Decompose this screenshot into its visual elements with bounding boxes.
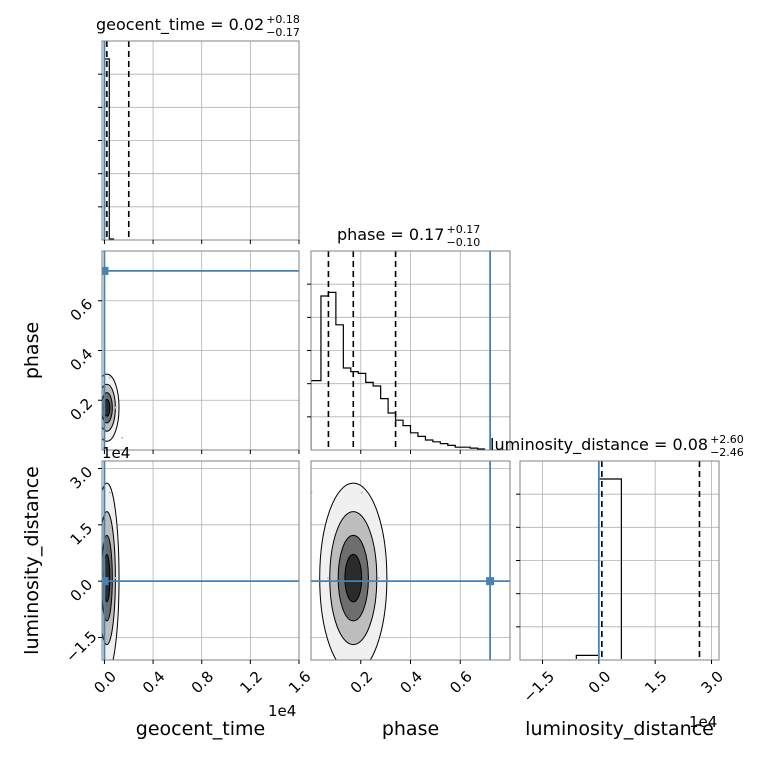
density-contour-3 [344, 553, 363, 603]
histogram-geocent_time [103, 58, 115, 240]
x-tick-label-geocent_time-4: 1.6 [285, 668, 315, 698]
truth-marker [102, 577, 109, 586]
sample-point-4 [114, 406, 118, 409]
y-axis-label-phase: phase [21, 322, 43, 379]
panel-luminosity_distance-vs-phase [310, 460, 511, 664]
y-axis-label-luminosity_distance: luminosity_distance [21, 466, 43, 655]
title-lower-luminosity_distance: −2.46 [710, 446, 744, 459]
truth-marker [486, 577, 495, 586]
sample-point-3 [108, 376, 112, 379]
y-tick-label-luminosity_distance-2: 1.5 [67, 519, 97, 549]
y-tick-label-luminosity_distance-0: −1.5 [62, 627, 100, 665]
y-tick-label-luminosity_distance-1: 0.0 [67, 576, 97, 606]
sample-point-5 [394, 662, 396, 664]
x-tick-label-geocent_time-0: 0.0 [90, 668, 120, 698]
title-geocent_time: geocent_time = 0.02 [96, 15, 264, 35]
x-axis-label-luminosity_distance: luminosity_distance [525, 718, 714, 740]
x-tick-label-phase-0: 0.2 [347, 668, 377, 698]
y-tick-label-phase-1: 0.4 [67, 345, 97, 375]
panel-content [90, 461, 299, 664]
sample-point-3 [360, 491, 363, 494]
panels-layer [90, 40, 720, 664]
x-tick-label-luminosity_distance-2: 1.5 [641, 668, 671, 698]
x-tick-label-phase-2: 0.6 [446, 668, 476, 698]
sample-point-4 [377, 576, 380, 580]
panel-phase-vs-phase [307, 250, 511, 454]
panel-luminosity_distance-vs-luminosity_distance [516, 460, 720, 664]
y-tick-label-phase-2: 0.6 [67, 295, 97, 325]
x-tick-label-luminosity_distance-3: 3.0 [697, 668, 727, 698]
y-tick-label-luminosity_distance-3: 3.0 [67, 463, 97, 493]
title-upper-luminosity_distance: +2.60 [710, 433, 744, 446]
panel-geocent_time-vs-geocent_time [98, 40, 300, 244]
histogram-phase [311, 291, 486, 450]
title-lower-geocent_time: −0.17 [266, 26, 300, 39]
panel-content [520, 461, 719, 660]
offset-label-luminosity-distance-y: 1e4 [102, 444, 130, 462]
sample-point-5 [120, 436, 124, 440]
x-axis-label-geocent_time: geocent_time [136, 718, 265, 740]
title-phase: phase = 0.17 [337, 225, 444, 244]
panel-phase-vs-geocent_time [90, 250, 300, 454]
panel-content [311, 251, 510, 450]
offset-label-luminosity-distance-x: 1e4 [689, 713, 717, 731]
title-upper-phase: +0.17 [446, 223, 480, 236]
panel-content [311, 461, 510, 664]
x-tick-label-luminosity_distance-0: −1.5 [520, 668, 558, 706]
panel-luminosity_distance-vs-geocent_time [90, 460, 300, 664]
x-tick-label-geocent_time-2: 0.8 [188, 668, 218, 698]
x-tick-label-geocent_time-1: 0.4 [139, 668, 169, 698]
x-tick-label-luminosity_distance-1: 0.0 [585, 668, 615, 698]
x-tick-label-phase-1: 0.4 [396, 668, 426, 698]
y-tick-label-phase-0: 0.2 [67, 395, 97, 425]
offset-label-geocent-time: 1e4 [268, 702, 296, 720]
sample-point-5 [121, 662, 123, 664]
sample-point-1 [97, 407, 99, 409]
sample-point-2 [344, 662, 346, 664]
sample-point-1 [326, 576, 330, 580]
title-luminosity_distance: luminosity_distance = 0.08 [490, 435, 708, 455]
sample-point-0 [90, 491, 92, 493]
title-upper-geocent_time: +0.18 [266, 13, 300, 26]
sample-point-0 [90, 376, 92, 378]
panel-content [102, 41, 299, 240]
sample-point-4 [114, 576, 118, 580]
x-tick-label-geocent_time-3: 1.2 [236, 668, 266, 698]
truth-marker [102, 266, 109, 275]
panel-content [90, 251, 299, 450]
x-axis-label-phase: phase [382, 718, 439, 740]
sample-point-1 [97, 577, 99, 579]
title-lower-phase: −0.10 [446, 236, 480, 249]
sample-point-3 [108, 491, 112, 494]
panel-frame [101, 460, 300, 661]
